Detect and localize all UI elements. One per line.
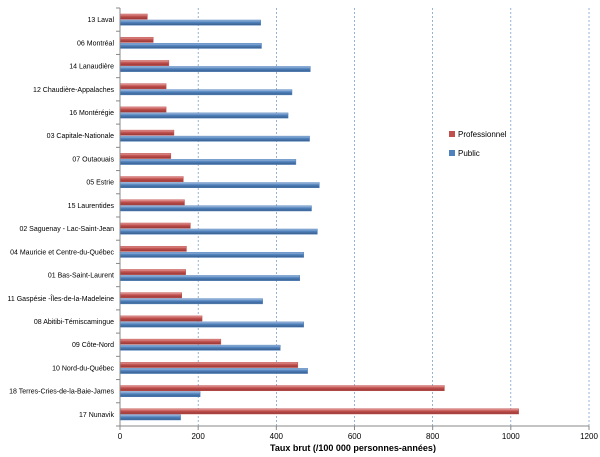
bar-professionnel-03-capitale-nationale xyxy=(119,129,175,136)
tick-labels: 0 200 400 600 800 1000 1200 xyxy=(118,432,599,441)
category-label: 15 Laurentides xyxy=(68,203,115,210)
category-label: 07 Outaouais xyxy=(72,156,114,163)
bar-public-10-nord-du-quebec xyxy=(119,368,308,374)
x-tick-label: 1200 xyxy=(580,432,598,441)
bar-public-13-laval xyxy=(119,19,261,26)
bar-professionnel-17-nunavik xyxy=(119,408,519,415)
axes xyxy=(116,7,590,430)
bar-professionnel-05-estrie xyxy=(119,176,184,183)
bar-public-17-nunavik xyxy=(119,414,181,421)
category-label: 14 Lanaudière xyxy=(69,64,114,71)
gridlines xyxy=(197,8,590,426)
x-tick-label: 0 xyxy=(118,432,123,441)
category-label: 16 Montérégie xyxy=(69,110,114,117)
x-axis-label: Taux brut (/100 000 personnes-années) xyxy=(270,443,436,453)
x-tick-label: 200 xyxy=(191,432,205,441)
bar-professionnel-01-bas-saint-laurent xyxy=(119,269,186,275)
bar-public-11-gaspesie-iles-de-la-madeleine xyxy=(119,298,263,305)
bar-professionnel-02-saguenay-lac-saint-jean xyxy=(119,222,191,229)
bar-public-15-laurentides xyxy=(119,205,312,212)
x-tick-label: 600 xyxy=(348,432,362,441)
bar-professionnel-16-monteregie xyxy=(119,106,167,113)
category-label: 09 Côte-Nord xyxy=(72,342,114,349)
legend-label-public: Public xyxy=(458,149,480,158)
bar-public-16-monteregie xyxy=(119,112,289,119)
category-label: 08 Abitibi-Témiscamingue xyxy=(34,319,114,326)
bar-professionnel-13-laval xyxy=(119,13,148,20)
bar-professionnel-07-outaouais xyxy=(119,153,172,159)
bar-professionnel-04-mauricie-et-centre-du-quebec xyxy=(119,245,187,252)
bar-public-02-saguenay-lac-saint-jean xyxy=(119,228,318,235)
bar-public-07-outaouais xyxy=(119,159,297,165)
bar-public-14-lanaudiere xyxy=(119,66,311,72)
bar-professionnel-11-gaspesie-iles-de-la-madeleine xyxy=(119,292,183,299)
bar-public-09-cote-nord xyxy=(119,344,281,351)
category-label: 02 Saguenay - Lac-Saint-Jean xyxy=(19,226,114,233)
legend: Professionnel Public xyxy=(449,130,507,158)
category-label: 13 Laval xyxy=(88,17,115,24)
category-label: 18 Terres-Cries-de-la-Baie-James xyxy=(9,389,114,396)
bar-professionnel-09-cote-nord xyxy=(119,338,222,345)
legend-swatch-professionnel xyxy=(449,131,455,137)
bar-public-06-montreal xyxy=(119,42,262,49)
bar-professionnel-08-abitibi-temiscamingue xyxy=(119,315,203,322)
bar-professionnel-15-laurentides xyxy=(119,199,185,206)
category-label: 11 Gaspésie -Îles-de-la-Madeleine xyxy=(8,294,115,303)
category-label: 17 Nunavik xyxy=(79,412,115,419)
x-tick-label: 400 xyxy=(270,432,284,441)
category-label: 12 Chaudière-Appalaches xyxy=(33,87,114,94)
category-label: 10 Nord-du-Québec xyxy=(52,365,114,372)
bar-public-18-terres-cries-de-la-baie-james xyxy=(119,391,201,398)
bar-professionnel-14-lanaudiere xyxy=(119,60,170,66)
x-tick-label: 800 xyxy=(426,432,440,441)
category-label: 01 Bas-Saint-Laurent xyxy=(48,273,114,280)
bar-professionnel-10-nord-du-quebec xyxy=(119,362,299,368)
category-label: 04 Mauricie et Centre-du-Québec xyxy=(10,249,114,256)
bar-public-08-abitibi-temiscamingue xyxy=(119,321,304,328)
category-label: 03 Capitale-Nationale xyxy=(47,133,114,140)
category-label: 05 Estrie xyxy=(86,180,114,187)
bar-professionnel-18-terres-cries-de-la-baie-james xyxy=(119,385,445,392)
bar-public-04-mauricie-et-centre-du-quebec xyxy=(119,251,304,258)
legend-swatch-public xyxy=(449,150,455,156)
legend-label-professionnel: Professionnel xyxy=(458,130,507,139)
bar-professionnel-06-montreal xyxy=(119,36,154,43)
category-label: 06 Montréal xyxy=(77,40,114,47)
category-labels: 13 Laval 06 Montréal 14 Lanaudière 12 Chaud… xyxy=(8,17,115,419)
bar-public-01-bas-saint-laurent xyxy=(119,275,301,281)
bar-public-12-chaudiere-appalaches xyxy=(119,89,293,96)
x-tick-label: 1000 xyxy=(502,432,520,441)
bar-professionnel-12-chaudiere-appalaches xyxy=(119,83,167,90)
bar-public-03-capitale-nationale xyxy=(119,135,310,142)
bar-public-05-estrie xyxy=(119,182,320,189)
